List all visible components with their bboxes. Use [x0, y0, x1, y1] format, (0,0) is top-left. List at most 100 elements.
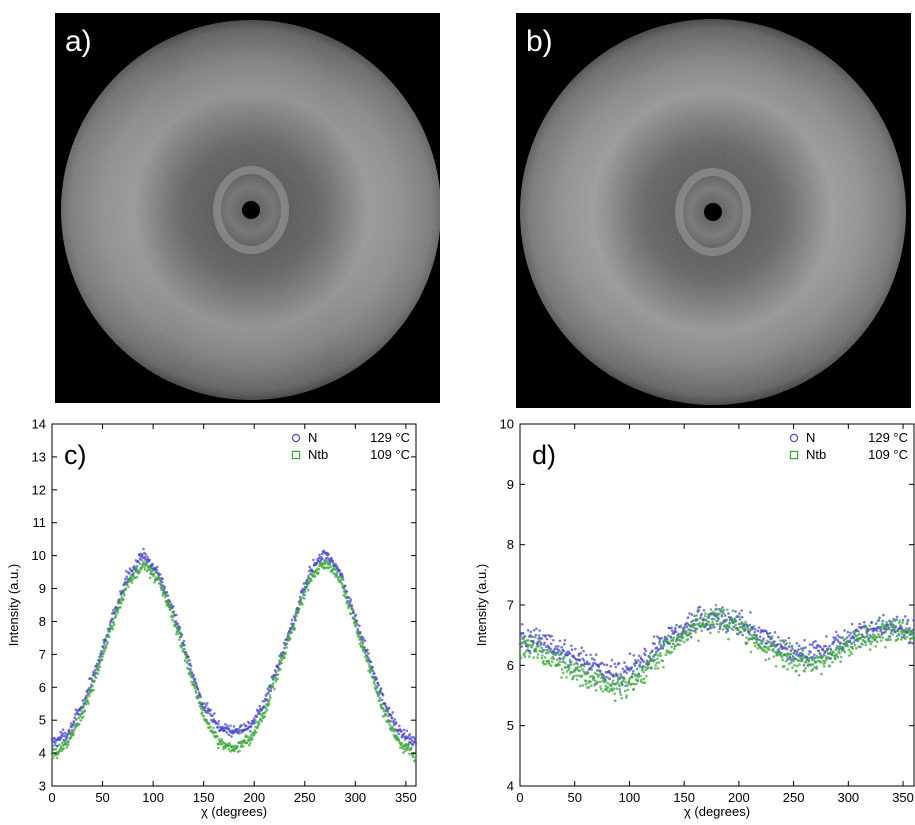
data-point	[802, 656, 805, 659]
data-point	[280, 658, 284, 661]
data-point	[108, 630, 112, 633]
data-point	[312, 571, 316, 575]
data-point	[348, 596, 351, 599]
data-point	[112, 623, 116, 627]
data-point	[619, 672, 622, 676]
data-point	[750, 633, 754, 637]
legend: N 129 °C Ntb 109 °C	[789, 430, 908, 462]
data-point	[908, 641, 912, 644]
data-point	[208, 725, 212, 729]
data-point	[810, 643, 814, 647]
data-point	[829, 656, 833, 660]
data-point	[89, 691, 92, 695]
data-point	[618, 690, 622, 694]
data-point	[272, 682, 275, 685]
data-point	[876, 629, 879, 632]
data-point	[104, 639, 108, 642]
data-point	[843, 629, 846, 632]
data-point	[294, 619, 298, 622]
data-point	[670, 650, 674, 654]
data-point	[884, 646, 887, 649]
data-point	[535, 650, 538, 653]
data-point	[238, 732, 241, 735]
data-point	[122, 597, 125, 601]
data-point	[377, 694, 380, 697]
data-point	[776, 643, 779, 646]
data-point	[340, 573, 344, 577]
data-point	[278, 654, 281, 658]
data-point	[556, 651, 560, 654]
data-point	[677, 632, 680, 636]
data-point	[587, 686, 591, 689]
data-point	[744, 620, 747, 624]
data-point	[813, 666, 816, 669]
data-point	[626, 688, 630, 692]
data-point	[384, 712, 388, 716]
data-point	[628, 676, 632, 680]
data-point	[612, 675, 616, 678]
data-point	[204, 704, 208, 707]
data-point	[552, 657, 556, 661]
data-point	[581, 684, 585, 687]
data-point	[860, 633, 864, 637]
data-point	[95, 665, 98, 669]
data-point	[615, 687, 619, 690]
data-point	[133, 576, 137, 579]
legend-label-temp: 129 °C	[868, 430, 908, 445]
data-point	[873, 634, 876, 637]
data-point	[767, 657, 771, 660]
data-point	[762, 639, 765, 642]
data-point	[390, 717, 394, 720]
data-point	[114, 615, 117, 619]
data-point	[225, 731, 229, 734]
data-point	[371, 665, 374, 669]
data-point	[367, 663, 371, 666]
data-point	[116, 611, 119, 614]
data-point	[79, 714, 82, 718]
data-point	[840, 649, 844, 653]
data-point	[876, 619, 880, 623]
data-point	[163, 585, 166, 589]
data-point	[238, 749, 241, 753]
data-point	[146, 555, 149, 559]
data-point	[764, 658, 767, 662]
data-point	[124, 587, 128, 590]
data-point	[291, 624, 295, 628]
data-point	[794, 657, 797, 660]
data-point	[103, 649, 106, 653]
data-point	[686, 638, 690, 641]
data-point	[228, 743, 232, 746]
data-point	[756, 647, 760, 650]
data-point	[905, 627, 908, 630]
data-point	[654, 664, 657, 667]
data-point	[95, 663, 99, 667]
data-point	[72, 728, 76, 732]
data-point	[832, 640, 836, 644]
data-point	[628, 652, 632, 655]
data-point	[115, 609, 119, 612]
data-point	[320, 552, 324, 556]
chart-d: 0 50 100 150 200 250 300 350 4 5 6 7 8 9 10 χ (degrees)…	[470, 410, 915, 820]
data-point	[709, 608, 713, 611]
data-point	[798, 663, 801, 666]
data-point	[640, 678, 643, 681]
data-point	[243, 739, 246, 742]
data-point	[605, 675, 608, 679]
data-point	[566, 653, 569, 657]
data-point	[781, 658, 784, 662]
data-point	[663, 636, 667, 640]
data-point	[837, 648, 841, 651]
data-point	[546, 648, 549, 652]
data-point	[363, 648, 366, 651]
data-point	[784, 643, 787, 647]
data-point	[612, 687, 616, 690]
data-point	[706, 615, 709, 619]
data-point	[780, 656, 784, 659]
data-point	[272, 678, 276, 681]
data-point	[593, 671, 597, 675]
data-point	[623, 661, 626, 664]
data-point	[120, 602, 123, 605]
data-point	[791, 647, 794, 651]
data-point	[222, 747, 225, 751]
data-point	[683, 627, 686, 630]
